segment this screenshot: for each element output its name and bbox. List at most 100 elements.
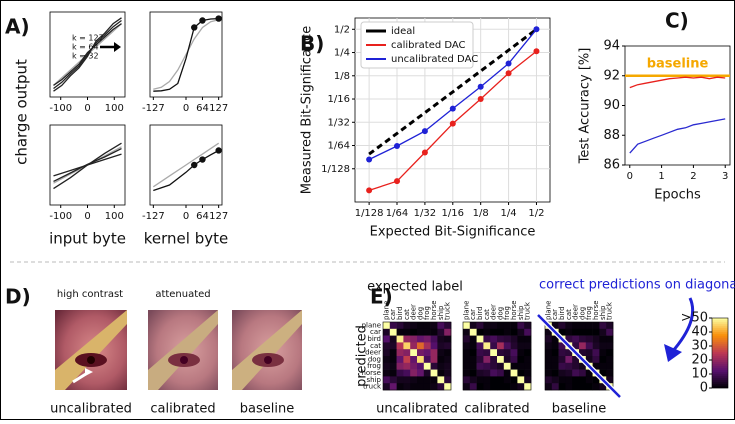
heatmap-cell	[410, 349, 418, 357]
y-category-label: car	[370, 328, 381, 336]
heatmap-cell	[585, 342, 593, 350]
x-tick-label: 1/8	[473, 208, 489, 219]
series-line	[152, 142, 220, 188]
heatmap-cell	[579, 342, 587, 350]
colorbar-segment	[712, 378, 728, 381]
heatmap-cell	[463, 362, 471, 370]
heatmap-cell	[599, 349, 607, 357]
colorbar-label: >50	[681, 311, 708, 326]
x-tick-label: 127	[209, 211, 228, 222]
image-label: baseline	[240, 402, 294, 417]
axis-title: predicted	[355, 325, 370, 387]
heatmap-cell	[383, 342, 391, 350]
x-axis-label: Expected Bit-Significance	[370, 225, 536, 240]
heatmap-cell	[579, 328, 587, 336]
heatmap-cell	[558, 376, 566, 384]
series-line	[153, 19, 219, 90]
point	[199, 17, 206, 24]
heatmap-cell	[565, 362, 573, 370]
heatmap-cell	[417, 376, 425, 384]
heatmap-cell	[558, 322, 566, 330]
x-category-label: plane	[544, 301, 552, 320]
x-category-label: horse	[592, 300, 600, 320]
heatmap-cell	[476, 356, 484, 364]
heatmap-cell	[476, 362, 484, 370]
heatmap-cell	[396, 376, 404, 384]
heatmap-cell	[476, 349, 484, 357]
note: correct predictions on diagonal	[539, 278, 735, 293]
x-tick-label: -127	[142, 211, 165, 222]
heatmap-cell	[517, 369, 525, 377]
heatmap-cell	[572, 369, 580, 377]
colorbar-label: 20	[691, 353, 708, 368]
y-tick-label: 1/4	[334, 48, 350, 59]
heatmap-cell	[565, 369, 573, 377]
colorbar-segment	[712, 354, 728, 357]
heatmap-cell	[389, 342, 397, 350]
heatmap-cell	[403, 369, 411, 377]
legend-label: ideal	[391, 26, 415, 37]
heatmap-cell	[410, 356, 418, 364]
y-axis-label: charge output	[13, 59, 31, 165]
heatmap-cell	[383, 362, 391, 370]
heatmap-cell	[592, 349, 600, 357]
heatmap-cell	[572, 342, 580, 350]
heatmap-cell	[490, 376, 498, 384]
heatmap-cell	[423, 383, 431, 391]
x-category-label: truck	[524, 301, 532, 320]
panel-d-images	[55, 310, 302, 390]
y-tick-label: 1/16	[328, 94, 350, 105]
heatmap-cell	[469, 362, 477, 370]
heatmap-cell	[483, 383, 491, 391]
heatmap-cell	[417, 335, 425, 343]
colorbar-segment	[712, 338, 728, 341]
heatmap-cell	[606, 356, 614, 364]
colorbar-segment	[712, 386, 728, 389]
heatmap-cell	[572, 376, 580, 384]
heatmap-cell	[585, 376, 593, 384]
x-category-label: ship	[437, 305, 445, 320]
heatmap-cell	[483, 376, 491, 384]
heatmap-cell	[592, 376, 600, 384]
point	[505, 70, 512, 77]
y-category-label: ship	[367, 376, 382, 384]
heatmap-cell	[524, 342, 532, 350]
heatmap-cell	[383, 322, 391, 330]
heatmap-cell	[403, 328, 411, 336]
heatmap-cell	[510, 376, 518, 384]
heatmap-cell	[558, 362, 566, 370]
heatmap-cell	[551, 369, 559, 377]
heatmap-cell	[551, 383, 559, 391]
heatmap-cell	[469, 356, 477, 364]
y-category-label: cat	[370, 342, 381, 350]
x-tick-label: 2	[690, 171, 696, 182]
heatmap-cell	[503, 369, 511, 377]
heatmap-cell	[592, 356, 600, 364]
heatmap-cell	[510, 335, 518, 343]
point	[366, 156, 373, 163]
y-tick-label: 1/128	[321, 164, 350, 175]
heatmap-cell	[558, 383, 566, 391]
note-arrow	[664, 344, 682, 362]
heatmap-cell	[606, 335, 614, 343]
heatmap-cell	[565, 328, 573, 336]
heatmap-cell	[497, 376, 505, 384]
x-axis-label: kernel byte	[144, 230, 228, 248]
heatmap-cell	[599, 356, 607, 364]
colorbar-segment	[712, 342, 728, 345]
x-category-label: car	[389, 309, 397, 320]
heatmap-cell	[510, 349, 518, 357]
heatmap-cell	[463, 335, 471, 343]
x-axis-label: input byte	[49, 230, 126, 248]
x-category-label: frog	[503, 306, 511, 320]
heatmap-cell	[483, 335, 491, 343]
heatmap-cell	[430, 376, 438, 384]
heatmap-cell	[417, 328, 425, 336]
x-tick-label: 100	[105, 211, 124, 222]
heatmap-cell	[430, 335, 438, 343]
y-category-label: bird	[367, 335, 381, 343]
heatmap-cell	[469, 342, 477, 350]
x-category-label: deer	[490, 304, 498, 320]
x-tick-label: 0	[183, 211, 189, 222]
